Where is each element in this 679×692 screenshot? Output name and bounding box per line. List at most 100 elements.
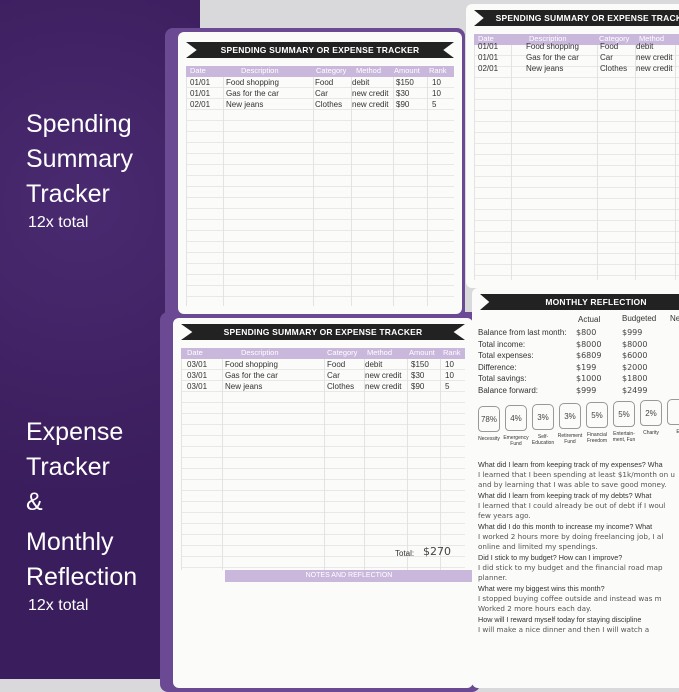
tracker-title-right: SPENDING SUMMARY OR EXPENSE TRACKER bbox=[474, 10, 679, 26]
cell: Clothes bbox=[315, 100, 343, 109]
reflection-answer: planner. bbox=[478, 573, 508, 582]
col-method: Method bbox=[639, 34, 665, 43]
cell: 10 bbox=[432, 78, 441, 87]
jar-icon bbox=[667, 399, 679, 425]
col-category: Category bbox=[316, 66, 347, 75]
col-date: Date bbox=[478, 34, 494, 43]
notes-header: NOTES AND REFLECTION bbox=[225, 570, 473, 582]
cell: 03/01 bbox=[187, 371, 208, 380]
table-grid bbox=[186, 77, 454, 306]
reflection-answer: I learned that I been spending at least … bbox=[478, 470, 675, 479]
cell: 5 bbox=[432, 100, 437, 109]
reflection-answer: I stopped buying coffee outside and inst… bbox=[478, 594, 662, 603]
subheading-1: 12x total bbox=[28, 214, 89, 231]
reflection-answer: online and limited my spendings. bbox=[478, 542, 598, 551]
reflection-question: Did I stick to my budget? How can I impr… bbox=[478, 553, 623, 562]
heading-expense-5: Reflection bbox=[26, 563, 138, 591]
cell: $30 bbox=[411, 371, 425, 380]
cell: Car bbox=[600, 53, 613, 62]
cell: Car bbox=[315, 89, 328, 98]
heading-spending-3: Tracker bbox=[26, 180, 110, 208]
cell: Gas for the car bbox=[526, 53, 579, 62]
reflection-value: $6000 bbox=[622, 351, 648, 360]
reflection-answer: I worked 2 hours more by doing freelanci… bbox=[478, 532, 664, 541]
cell: new credit bbox=[352, 89, 389, 98]
heading-expense-3: & bbox=[26, 488, 43, 516]
col-date: Date bbox=[190, 66, 206, 75]
cell: 10 bbox=[432, 89, 441, 98]
table-row: 01/01 Gas for the car Car new credit bbox=[474, 53, 679, 64]
heading-expense-4: Monthly bbox=[26, 528, 114, 556]
reflection-label: Balance forward: bbox=[478, 385, 539, 395]
cell: 01/01 bbox=[478, 53, 499, 62]
jar-icon: 4% bbox=[505, 405, 527, 431]
jar-icon: 78% bbox=[478, 406, 500, 432]
cell: $90 bbox=[396, 100, 410, 109]
reflection-value: $8000 bbox=[576, 339, 602, 349]
reflection-value: $2000 bbox=[622, 362, 648, 372]
reflection-answer: Worked 2 more hours each day. bbox=[478, 604, 592, 613]
jar-label: Necessity bbox=[478, 436, 500, 442]
table-row: 02/01 New jeans Clothes new credit $90 5 bbox=[186, 100, 454, 111]
cell: Food shopping bbox=[225, 360, 278, 369]
reflection-value: $1800 bbox=[622, 374, 648, 383]
cell: 10 bbox=[445, 371, 454, 380]
cell: New jeans bbox=[226, 100, 264, 109]
jar-icon: 5% bbox=[586, 402, 608, 428]
reflection-value: $2499 bbox=[622, 385, 648, 395]
reflection-label: Total expenses: bbox=[478, 351, 534, 360]
cell: Clothes bbox=[600, 64, 628, 73]
table-grid-bottom bbox=[181, 359, 465, 570]
reflection-question: How will I reward myself today for stayi… bbox=[478, 615, 642, 624]
col-rank: Rank bbox=[443, 348, 461, 357]
col-category: Category bbox=[599, 34, 630, 43]
reflection-answer: I will make a nice dinner and then I wil… bbox=[478, 625, 650, 634]
cell: new credit bbox=[365, 382, 402, 391]
col-next: Ne bbox=[670, 314, 679, 323]
col-category: Category bbox=[327, 348, 358, 357]
table-row: 03/01 Gas for the car Car new credit $30 10 bbox=[181, 371, 465, 382]
reflection-answer: few years ago. bbox=[478, 511, 531, 520]
reflection-label: Difference: bbox=[478, 362, 517, 372]
col-actual: Actual bbox=[578, 315, 601, 324]
reflection-title: MONTHLY REFLECTION bbox=[480, 294, 679, 310]
table-header-bottom: Date Description Category Method Amount … bbox=[181, 348, 465, 359]
reflection-answer: I learned that I could already be out of… bbox=[478, 501, 666, 510]
jar-label: Entertain-ment, Fun bbox=[612, 431, 636, 443]
col-budgeted: Budgeted bbox=[622, 314, 657, 323]
reflection-question: What did I learn from keeping track of m… bbox=[478, 460, 663, 469]
tracker-page-bottom: SPENDING SUMMARY OR EXPENSE TRACKER Date… bbox=[173, 318, 473, 688]
table-grid-right bbox=[474, 45, 679, 280]
cell: new credit bbox=[365, 371, 402, 380]
heading-spending-1: Spending bbox=[26, 110, 132, 138]
reflection-value: $800 bbox=[576, 328, 597, 337]
col-method: Method bbox=[367, 348, 393, 357]
col-rank: Rank bbox=[429, 66, 447, 75]
tracker-page-top-right: SPENDING SUMMARY OR EXPENSE TRACKER Date… bbox=[466, 4, 679, 288]
reflection-value: $999 bbox=[622, 328, 643, 337]
heading-expense-1: Expense bbox=[26, 418, 124, 446]
table-row: 01/01 Food shopping Food debit bbox=[474, 42, 679, 53]
cell: 5 bbox=[445, 382, 450, 391]
table-row: 02/01 New jeans Clothes new credit bbox=[474, 64, 679, 75]
heading-expense-2: Tracker bbox=[26, 453, 110, 481]
reflection-answer: I did stick to my budget and the financi… bbox=[478, 563, 663, 572]
total-label: Total: bbox=[395, 549, 415, 558]
cell: 02/01 bbox=[190, 100, 211, 109]
cell: 10 bbox=[445, 360, 454, 369]
tracker-page-top: SPENDING SUMMARY OR EXPENSE TRACKER Date… bbox=[178, 32, 462, 314]
jar-icon: 3% bbox=[559, 403, 581, 429]
cell: Food bbox=[315, 78, 334, 87]
cell: Clothes bbox=[327, 382, 355, 391]
jar-label: E bbox=[676, 429, 679, 435]
cell: debit bbox=[636, 42, 654, 51]
reflection-answer: and by learning that I was able to save … bbox=[478, 480, 667, 489]
jar-label: Emergency Fund bbox=[503, 435, 529, 447]
reflection-label: Total income: bbox=[478, 339, 526, 349]
col-method: Method bbox=[356, 66, 382, 75]
cell: $90 bbox=[411, 382, 425, 391]
cell: 03/01 bbox=[187, 382, 208, 391]
cell: 01/01 bbox=[478, 42, 499, 51]
table-row: 01/01 Food shopping Food debit $150 10 bbox=[186, 78, 454, 89]
cell: debit bbox=[365, 360, 383, 369]
